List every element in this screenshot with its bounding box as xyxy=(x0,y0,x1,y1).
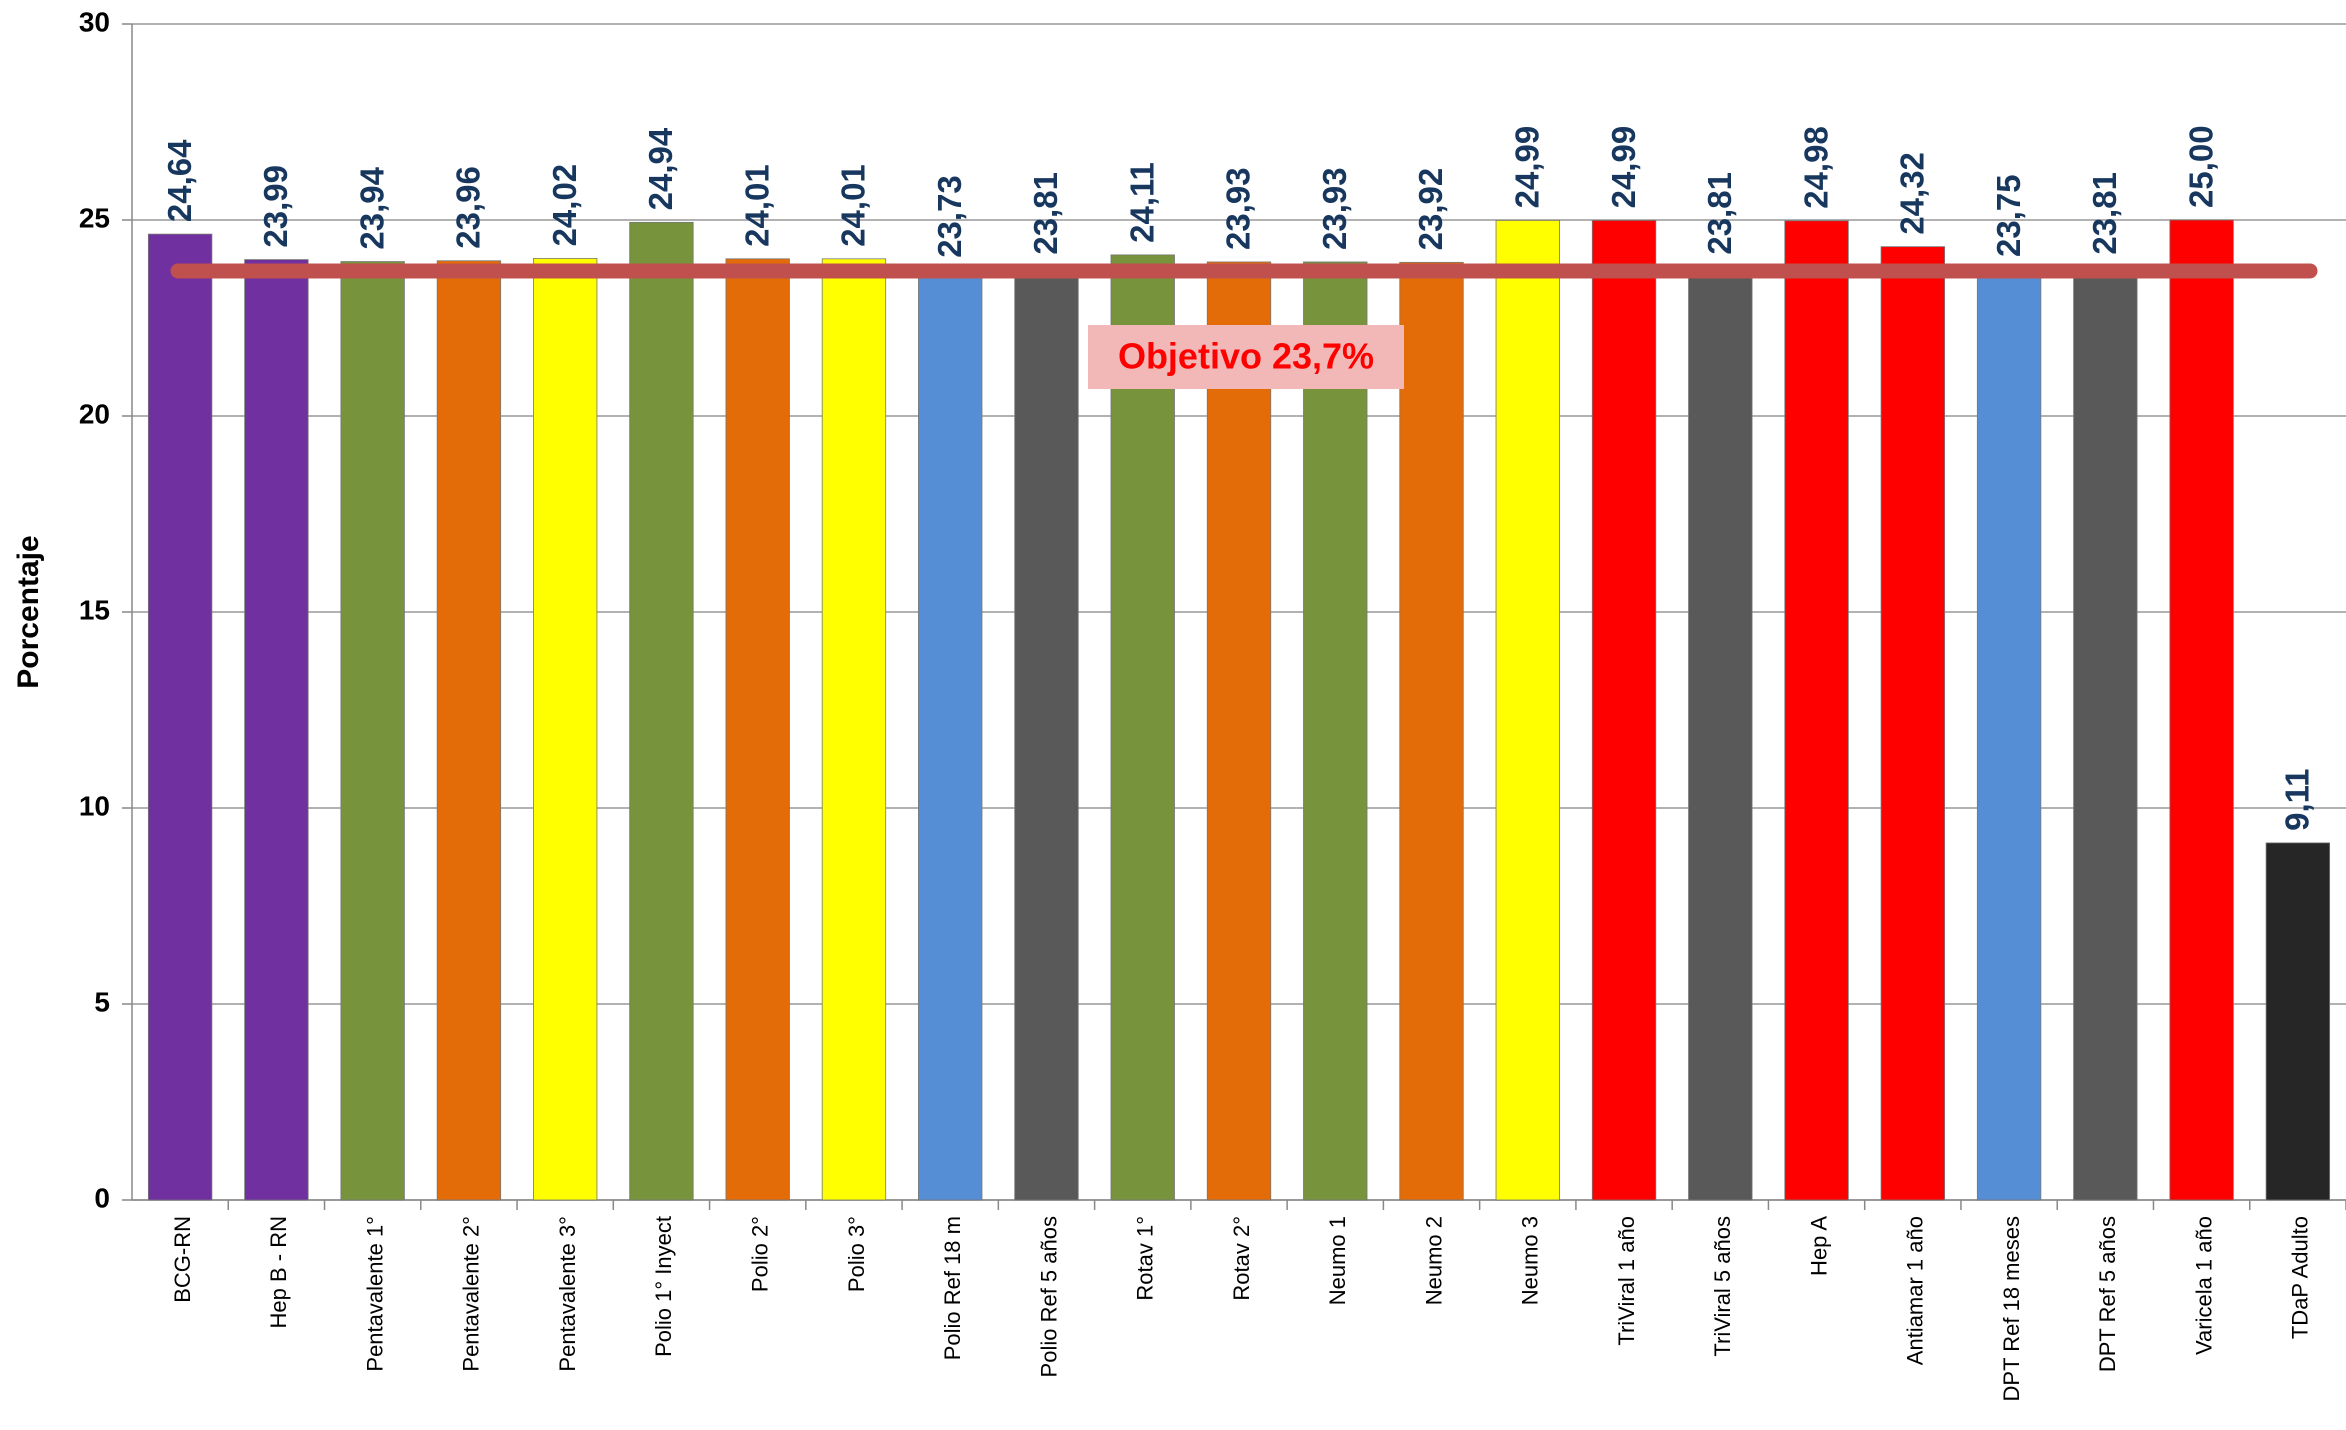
x-tick-label: Neumo 1 xyxy=(1325,1216,1350,1305)
value-label: 23,73 xyxy=(931,175,968,258)
x-tick-label: DPT Ref 5 años xyxy=(2095,1216,2120,1372)
value-label: 24,11 xyxy=(1123,162,1160,243)
value-label: 23,81 xyxy=(1027,172,1064,255)
x-tick-label: Neumo 3 xyxy=(1518,1216,1543,1305)
value-label: 23,81 xyxy=(2086,172,2123,255)
bar xyxy=(2266,843,2330,1200)
x-tick-label: Hep B - RN xyxy=(266,1216,291,1328)
x-tick-label: BCG-RN xyxy=(170,1216,195,1303)
x-tick-label: Pentavalente 1° xyxy=(362,1216,387,1372)
value-label: 23,93 xyxy=(1220,167,1257,250)
bar xyxy=(822,259,886,1200)
x-tick-label: TriViral 5 años xyxy=(1710,1216,1735,1357)
bar xyxy=(918,270,982,1200)
page: Porcentaje 0 5 10 15 20 25 30 BCG-RN 24,64 Hep B … xyxy=(0,0,2346,1430)
value-label: 23,96 xyxy=(450,166,487,249)
value-label: 23,94 xyxy=(353,166,390,249)
x-tick-label: Hep A xyxy=(1806,1216,1831,1276)
bar xyxy=(1977,269,2041,1200)
bar xyxy=(2170,220,2234,1200)
bar xyxy=(726,259,790,1200)
chart: Porcentaje 0 5 10 15 20 25 30 BCG-RN 24,64 Hep B … xyxy=(0,0,2346,1430)
x-tick-label: TDaP Adulto xyxy=(2288,1216,2313,1339)
value-label: 24,32 xyxy=(1894,152,1931,235)
value-label: 23,75 xyxy=(1990,174,2027,257)
x-tick-label: Polio 2° xyxy=(748,1216,773,1292)
value-label: 24,64 xyxy=(161,139,198,222)
bar xyxy=(1881,247,1945,1200)
bar xyxy=(1111,255,1175,1200)
value-label: 9,11 xyxy=(2279,768,2316,830)
x-tick-label: Neumo 2 xyxy=(1421,1216,1446,1305)
x-tick-label: Pentavalente 3° xyxy=(555,1216,580,1372)
bar xyxy=(1592,220,1656,1200)
y-tick-label: 15 xyxy=(79,594,110,625)
x-tick-label: Pentavalente 2° xyxy=(459,1216,484,1372)
value-label: 24,98 xyxy=(1797,126,1834,209)
value-label: 24,01 xyxy=(835,164,872,247)
x-tick-label: Polio Ref 5 años xyxy=(1036,1216,1061,1377)
bar xyxy=(1785,221,1849,1200)
bar xyxy=(1496,220,1560,1200)
x-tick-label: Polio 1° Inyect xyxy=(651,1216,676,1357)
x-tick-label: Rotav 1° xyxy=(1133,1216,1158,1301)
value-label: 23,92 xyxy=(1412,168,1449,251)
bar xyxy=(148,234,212,1200)
x-tick-label: TriViral 1 año xyxy=(1614,1216,1639,1346)
y-tick-label: 30 xyxy=(79,6,110,37)
bar xyxy=(533,258,597,1200)
bar xyxy=(630,222,694,1200)
bar xyxy=(1207,262,1271,1200)
x-tick-label: Varicela 1 año xyxy=(2191,1216,2216,1355)
value-label: 23,81 xyxy=(1701,172,1738,255)
x-tick-label: Antiamar 1 año xyxy=(1903,1216,1928,1365)
x-tick-label: Polio Ref 18 m xyxy=(940,1216,965,1360)
bar xyxy=(341,262,405,1200)
bar xyxy=(1689,267,1753,1200)
value-label: 23,93 xyxy=(1316,167,1353,250)
x-tick-label: Polio 3° xyxy=(844,1216,869,1292)
bar xyxy=(1400,262,1464,1200)
value-label: 24,99 xyxy=(1509,126,1546,209)
value-label: 24,01 xyxy=(738,164,775,247)
y-tick-label: 20 xyxy=(79,398,110,429)
bar xyxy=(245,260,309,1200)
value-label: 23,99 xyxy=(257,165,294,248)
bar xyxy=(1303,262,1367,1200)
y-tick-label: 10 xyxy=(79,790,110,821)
bar xyxy=(1015,267,1079,1200)
value-label: 25,00 xyxy=(2182,125,2219,208)
value-label: 24,99 xyxy=(1605,126,1642,209)
y-tick-label: 0 xyxy=(94,1182,110,1213)
bar xyxy=(437,261,501,1200)
x-tick-label: Rotav 2° xyxy=(1229,1216,1254,1301)
y-tick-label: 25 xyxy=(79,202,110,233)
value-label: 24,94 xyxy=(642,127,679,210)
target-label: Objetivo 23,7% xyxy=(1118,336,1374,377)
bar xyxy=(2074,267,2138,1200)
x-tick-label: DPT Ref 18 meses xyxy=(1999,1216,2024,1401)
y-axis-label: Porcentaje xyxy=(12,535,45,688)
value-label: 24,02 xyxy=(546,164,583,247)
y-tick-label: 5 xyxy=(94,986,110,1017)
